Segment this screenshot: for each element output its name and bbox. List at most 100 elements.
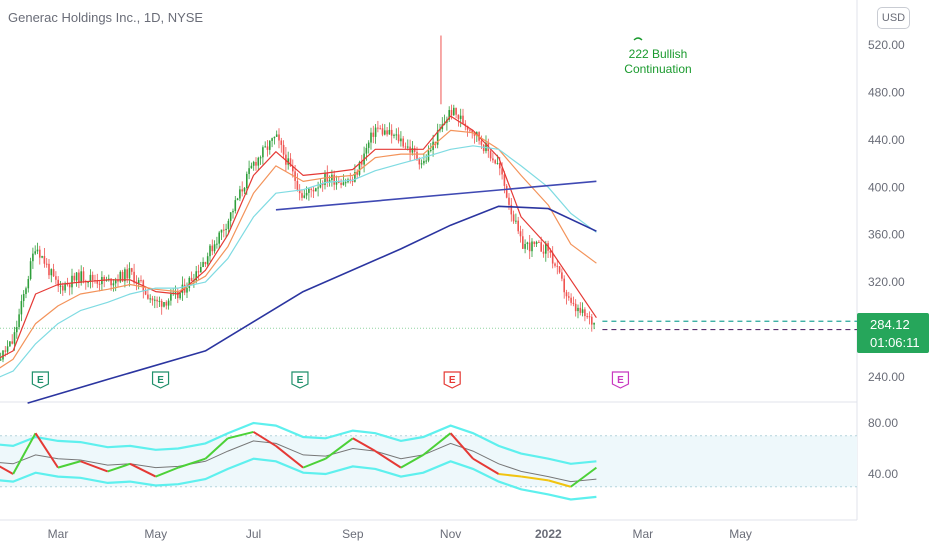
candle (71, 275, 73, 288)
candle (4, 350, 7, 352)
candle (526, 242, 529, 245)
candle (365, 147, 368, 154)
oscillator-segment (177, 457, 206, 469)
candle (397, 134, 400, 142)
annotation: 222 Bullish Continuation (624, 37, 692, 76)
candle (420, 163, 423, 165)
candle (128, 268, 131, 279)
candle (268, 140, 271, 150)
candle (20, 301, 23, 315)
candle (450, 110, 453, 116)
oscillator-segment (129, 462, 157, 478)
candle (156, 299, 158, 302)
candle (466, 125, 469, 130)
candle (586, 316, 588, 318)
earnings-marker: E (151, 371, 170, 389)
candle (524, 244, 526, 249)
candle (459, 115, 462, 119)
price-tick-label: 480.00 (868, 85, 905, 99)
oscillator-segment (107, 462, 131, 473)
candle (140, 280, 142, 282)
candle (515, 220, 517, 222)
candle (574, 303, 577, 312)
price-tick-label: 360.00 (868, 228, 905, 242)
candle (2, 350, 4, 360)
candle (590, 316, 593, 325)
candle (264, 146, 266, 148)
candle (147, 294, 149, 299)
candle (117, 279, 119, 282)
candle (275, 134, 278, 137)
candle (579, 307, 582, 313)
candle (452, 107, 455, 116)
candle (61, 285, 64, 291)
candle (197, 271, 200, 273)
candle (257, 157, 260, 166)
candle (34, 251, 36, 254)
candle (503, 174, 506, 186)
oscillator-segment (12, 432, 37, 475)
candle (55, 276, 57, 280)
oscillator-segment (548, 479, 572, 488)
candle (52, 269, 55, 277)
candle (91, 274, 94, 281)
candle (462, 115, 464, 124)
candle (436, 130, 439, 145)
price-tag-price: 284.12 (870, 317, 910, 332)
candle (22, 294, 25, 302)
candle (87, 281, 89, 283)
price-tag[interactable]: 284.12 01:06:11 (857, 313, 929, 353)
price-tag-box (857, 313, 929, 353)
candle (50, 269, 53, 276)
earnings-badge-icon (151, 371, 170, 389)
candle (27, 279, 30, 289)
candle (372, 132, 375, 137)
candle (561, 272, 563, 279)
candle (149, 298, 151, 300)
time-tick-label: Mar (633, 527, 654, 541)
candle (471, 129, 473, 134)
candle (170, 294, 172, 301)
candle (342, 182, 345, 185)
candle (259, 157, 262, 159)
candle (588, 316, 591, 318)
candle (174, 291, 177, 293)
time-tick-label: Nov (440, 527, 461, 541)
trendline (275, 180, 597, 211)
oscillator-segment (472, 457, 500, 475)
candle (245, 173, 248, 188)
candle (406, 146, 409, 148)
price-tick-label: 320.00 (868, 275, 905, 289)
candle (241, 189, 243, 192)
candle (36, 249, 39, 252)
upper-grid (0, 0, 858, 521)
candle (570, 297, 572, 303)
time-tick-label: 2022 (535, 527, 562, 541)
oscillator-background-band (0, 435, 857, 487)
candle (38, 249, 41, 258)
candle (15, 327, 18, 333)
candle (98, 283, 101, 285)
candle (303, 195, 306, 198)
candle (289, 158, 292, 167)
oscillator-segment (570, 466, 597, 488)
candle (584, 309, 586, 317)
candle (6, 346, 9, 352)
candle (383, 130, 386, 135)
candle (400, 138, 402, 142)
time-tick-label: Jul (246, 527, 261, 541)
candle (377, 127, 379, 129)
candle (489, 151, 492, 159)
candle (482, 144, 485, 152)
candle (126, 269, 128, 279)
currency-button[interactable]: USD (877, 7, 910, 29)
candle (78, 272, 80, 283)
oscillator-basis (0, 440, 597, 483)
candle (413, 148, 416, 152)
candle (551, 252, 554, 264)
candle (425, 160, 427, 162)
candle (374, 127, 377, 137)
candle (114, 279, 117, 284)
